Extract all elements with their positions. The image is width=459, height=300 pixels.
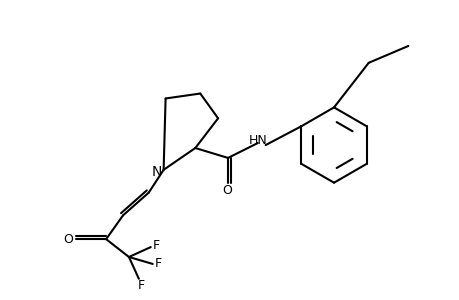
Text: HN: HN [248,134,267,147]
Text: F: F [155,257,162,270]
Text: F: F [137,279,144,292]
Text: O: O [222,184,231,197]
Text: N: N [151,165,162,179]
Text: F: F [153,238,160,252]
Text: O: O [63,233,73,246]
